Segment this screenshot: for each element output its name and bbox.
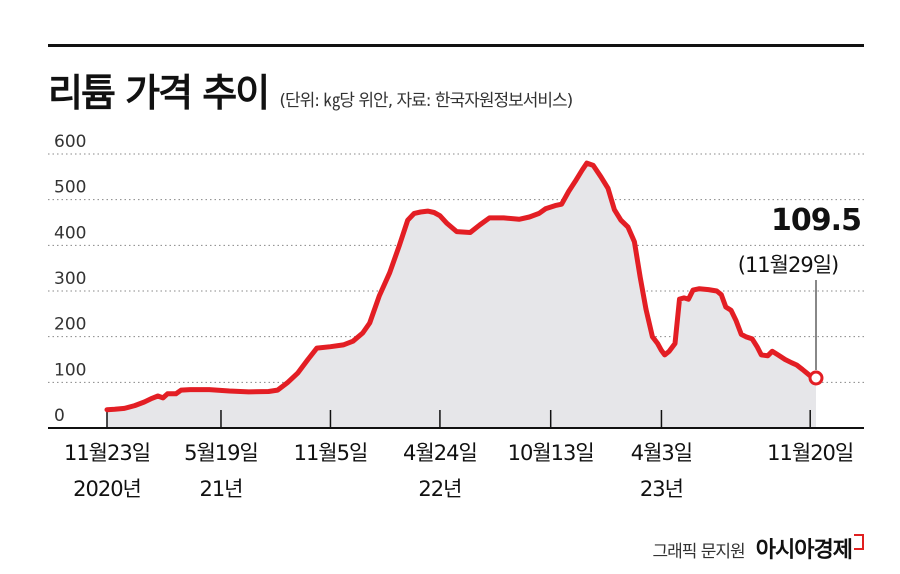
- title-row: 리튬 가격 추이 (단위: ㎏당 위안, 자료: 한국자원정보서비스): [48, 62, 573, 117]
- x-tick-label-3: 4월24일: [403, 441, 477, 465]
- chart-title: 리튬 가격 추이: [48, 71, 270, 115]
- label-layer: 0 100 200 300 400 500 600 11월23일 2020년 5월19일 21년 11…: [54, 132, 854, 501]
- y-tick-label-0: 0: [54, 406, 65, 426]
- x-tick-label-0: 11월23일: [64, 441, 150, 465]
- x-tick-label-6: 11월20일: [767, 441, 853, 465]
- x-tick-sublabel-5: 23년: [640, 477, 683, 501]
- brand-logo: 아시아경제: [755, 538, 853, 563]
- price-line: [104, 160, 819, 413]
- y-tick-label-500: 500: [54, 178, 86, 198]
- brand-mark-icon: [854, 534, 864, 550]
- x-tick-sublabel-3: 22년: [418, 477, 461, 501]
- annotation-value: 109.5: [771, 203, 861, 238]
- x-tick-label-4: 10월13일: [508, 441, 594, 465]
- y-tick-label-100: 100: [54, 360, 86, 380]
- annotation-date: (11월29일): [738, 253, 838, 277]
- y-tick-label-300: 300: [54, 269, 86, 289]
- y-tick-label-400: 400: [54, 223, 86, 243]
- graphic-credit: 그래픽 문지원: [652, 542, 745, 562]
- chart-subtitle: (단위: ㎏당 위안, 자료: 한국자원정보서비스): [279, 91, 573, 111]
- credit: 그래픽 문지원 아시아경제: [652, 532, 864, 564]
- price-area: [107, 163, 816, 428]
- top-rule: [48, 44, 864, 47]
- area-layer: [107, 163, 816, 428]
- axis-layer: [48, 410, 864, 429]
- x-tick-label-5: 4월3일: [631, 441, 692, 465]
- annotation-layer: 109.5 (11월29일): [738, 203, 862, 386]
- y-tick-label-200: 200: [54, 315, 86, 335]
- x-tick-sublabel-1: 21년: [199, 477, 242, 501]
- x-tick-label-1: 5월19일: [184, 441, 258, 465]
- x-tick-sublabel-0: 2020년: [73, 477, 141, 501]
- line-layer: [104, 160, 819, 413]
- y-tick-label-600: 600: [54, 132, 86, 152]
- annotation-marker: [808, 370, 824, 386]
- x-tick-label-2: 11월5일: [294, 441, 368, 465]
